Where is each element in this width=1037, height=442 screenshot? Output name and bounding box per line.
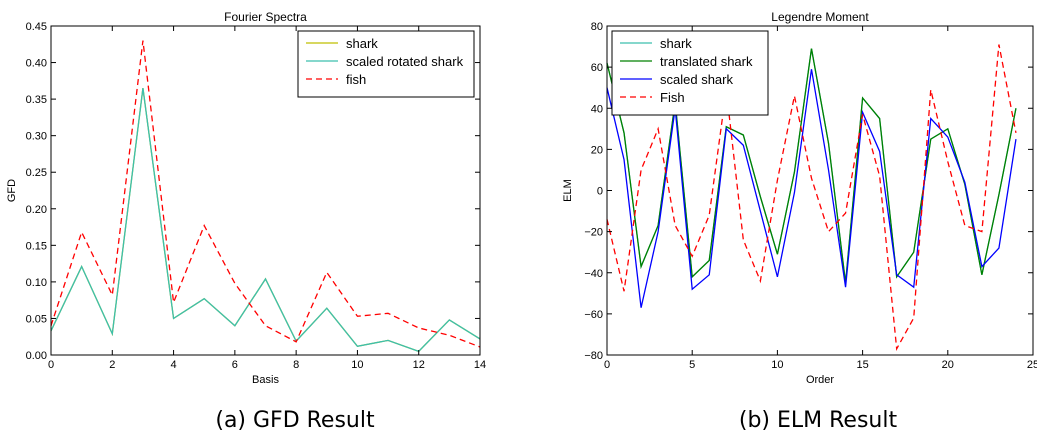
x-tick-label: 5 [689,359,695,371]
y-tick-label: 0.15 [26,240,47,252]
chart-title: Legendre Moment [771,10,869,24]
y-tick-label: 0.00 [26,350,47,362]
y-tick-label: 0.20 [26,204,47,216]
x-axis-label: Order [806,374,834,386]
chart-gfd: 0 2 4 6 8 10 12 14 0.00 0.05 0.10 0.15 0.20 0.25 0.30 0… [6,10,486,386]
legend-label: fish [346,72,366,87]
x-tick-label: 6 [232,359,238,371]
y-tick-label: 80 [591,21,603,33]
x-tick-label: 10 [771,359,783,371]
x-tick-label: 15 [856,359,868,371]
legend-label: scaled rotated shark [346,54,464,69]
legend-label: scaled shark [660,72,733,87]
y-tick-label: 0 [597,186,603,198]
series-line-0-1 [50,88,481,353]
legend-label: translated shark [660,54,753,69]
y-tick-label: −20 [584,227,603,239]
x-tick-label: 25 [1027,359,1037,371]
y-tick-label: 20 [591,144,603,156]
legend: shark scaled rotated shark fish [297,30,475,98]
x-tick-label: 0 [604,359,610,371]
y-tick-label: 40 [591,103,603,115]
y-tick-label: 0.10 [26,277,47,289]
chart-title: Fourier Spectra [224,10,307,24]
x-tick-label: 14 [474,359,486,371]
y-tick-label: 0.45 [26,21,47,33]
plot-frame [50,25,481,356]
legend: shark translated shark scaled shark Fish [611,30,769,116]
y-tick-label: 0.05 [26,313,47,325]
series-line-1-3 [606,44,1017,351]
x-tick-label: 8 [293,359,299,371]
y-tick-label: 0.30 [26,131,47,143]
y-tick-label: −60 [584,309,603,321]
y-tick-label: −40 [584,268,603,280]
y-axis-label: GFD [6,179,18,202]
x-tick-label: 12 [413,359,425,371]
x-tick-label: 4 [171,359,177,371]
legend-label: Fish [660,90,685,105]
caption-gfd: (a) GFD Result [215,408,375,433]
legend-box [611,30,769,116]
y-tick-label: 0.35 [26,94,47,106]
legend-label: shark [346,36,378,51]
y-tick-label: 0.40 [26,58,47,70]
x-tick-label: 20 [942,359,954,371]
series-line-0-2 [50,40,481,348]
y-tick-label: −80 [584,350,603,362]
x-tick-label: 10 [351,359,363,371]
x-tick-label: 2 [109,359,115,371]
y-axis-label: ELM [562,179,574,202]
y-tick-label: 60 [591,62,603,74]
x-tick-label: 0 [48,359,54,371]
legend-box [297,30,475,98]
caption-elm: (b) ELM Result [738,408,898,433]
x-axis-label: Basis [252,374,279,386]
chart-elm: 0 5 10 15 20 25 −80 −60 −40 −20 0 20 40 60 80 Legendre … [562,10,1037,386]
y-tick-label: 0.25 [26,167,47,179]
legend-label: shark [660,36,692,51]
